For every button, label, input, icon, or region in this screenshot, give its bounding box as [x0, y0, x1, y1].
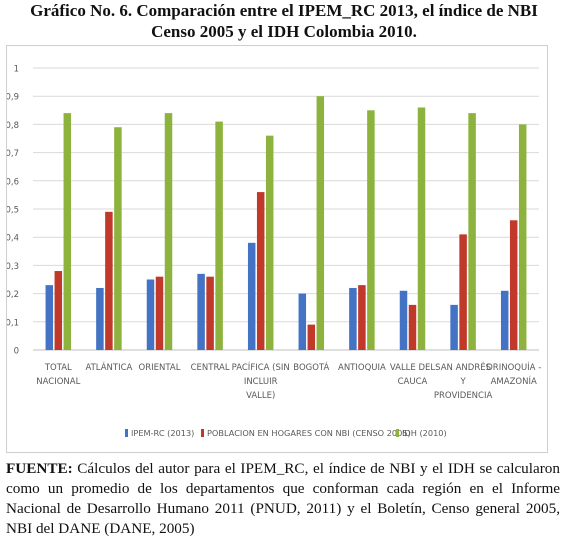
bar [256, 192, 265, 350]
x-tick-label: ATLÁNTICA [85, 361, 132, 373]
bar [114, 127, 122, 350]
bar [247, 242, 256, 350]
y-tick-label: 0,4 [7, 234, 19, 244]
y-tick-label: 0,6 [7, 177, 19, 187]
legend-label: IPEM-RC (2013) [131, 428, 194, 438]
bar-series [45, 96, 527, 351]
bar-chart: 0 0,1 0,2 0,3 0,4 0,5 0,6 0,7 0,8 0,9 1 TOTAL NACIO… [5, 65, 541, 439]
bar [215, 121, 223, 350]
y-tick-label: 0,1 [7, 318, 19, 328]
x-tick-label: VALLE DEL [390, 363, 436, 373]
y-tick-label: 0 [14, 347, 19, 357]
y-tick-label: 0,5 [7, 206, 19, 216]
x-axis-labels: TOTAL NACIONAL ATLÁNTICA ORIENTAL CENTRAL PAC… [36, 361, 541, 401]
x-tick-label: AMAZONÍA [491, 375, 537, 387]
source-note: FUENTE: Cálculos del autor para el IPEM_… [6, 459, 560, 539]
bar [367, 110, 375, 350]
bar [468, 113, 476, 351]
x-tick-label: ORINOQUÍA - [486, 361, 541, 373]
bar [146, 279, 155, 350]
bar [358, 285, 366, 350]
x-tick-label: SAN ANDRÉS [435, 361, 491, 373]
bar [459, 234, 467, 350]
x-tick-label: TOTAL [44, 363, 72, 373]
bar [417, 107, 426, 350]
x-tick-label: Y [459, 377, 466, 387]
bar [316, 96, 325, 350]
y-tick-label: 0,7 [7, 149, 19, 159]
bar [164, 113, 173, 351]
source-label: FUENTE: [6, 460, 73, 477]
legend-label: POBLACION EN HOGARES CON NBI (CENSO 2005… [207, 428, 411, 438]
bar [45, 285, 54, 350]
y-axis-ticks: 0 0,1 0,2 0,3 0,4 0,5 0,6 0,7 0,8 0,9 1 [5, 65, 19, 357]
bar [408, 304, 417, 350]
x-tick-label: NACIONAL [36, 377, 80, 387]
x-tick-label: PROVIDENCIA [434, 391, 493, 401]
x-tick-label: PACÍFICA (SIN [232, 361, 290, 373]
y-tick-label: 0,3 [7, 262, 19, 272]
chart-legend: IPEM-RC (2013) POBLACION EN HOGARES CON N… [125, 428, 447, 438]
x-tick-label: CAUCA [398, 377, 428, 387]
legend-swatch [201, 429, 204, 437]
bar [206, 276, 214, 350]
y-tick-label: 1 [14, 65, 19, 75]
x-tick-label: CENTRAL [191, 363, 230, 373]
bar [197, 273, 205, 350]
y-tick-label: 0,2 [7, 290, 19, 300]
source-text: Cálculos del autor para el IPEM_RC, el í… [6, 460, 560, 537]
bar [54, 271, 63, 350]
legend-label: IDH (2010) [402, 428, 447, 438]
chart-area: 0 0,1 0,2 0,3 0,4 0,5 0,6 0,7 0,8 0,9 1 TOTAL NACIO… [5, 45, 548, 453]
bar [298, 293, 307, 350]
y-tick-label: 0,8 [7, 121, 19, 131]
x-tick-label: BOGOTÁ [293, 361, 329, 373]
bar [399, 290, 408, 350]
bar [63, 113, 72, 351]
bar [307, 324, 316, 350]
bar [518, 124, 527, 351]
chart-title-line-2: Censo 2005 y el IDH Colombia 2010. [151, 22, 417, 41]
chart-title-line-1: Gráfico No. 6. Comparación entre el IPEM… [30, 1, 538, 20]
legend-swatch [125, 429, 128, 437]
bar [349, 287, 357, 350]
bar [450, 304, 458, 350]
legend-swatch [396, 429, 399, 437]
y-tick-label: 0,9 [7, 93, 19, 103]
chart-title: Gráfico No. 6. Comparación entre el IPEM… [0, 0, 568, 42]
bar [500, 290, 509, 350]
bar [96, 287, 104, 350]
x-tick-label: VALLE) [246, 391, 275, 401]
bar [155, 276, 164, 350]
x-tick-label: INCLUIR [244, 377, 278, 387]
x-tick-label: ANTIOQUIA [338, 363, 386, 373]
bar [509, 220, 518, 350]
bar [265, 135, 274, 350]
bar [105, 211, 113, 350]
x-tick-label: ORIENTAL [139, 363, 181, 373]
